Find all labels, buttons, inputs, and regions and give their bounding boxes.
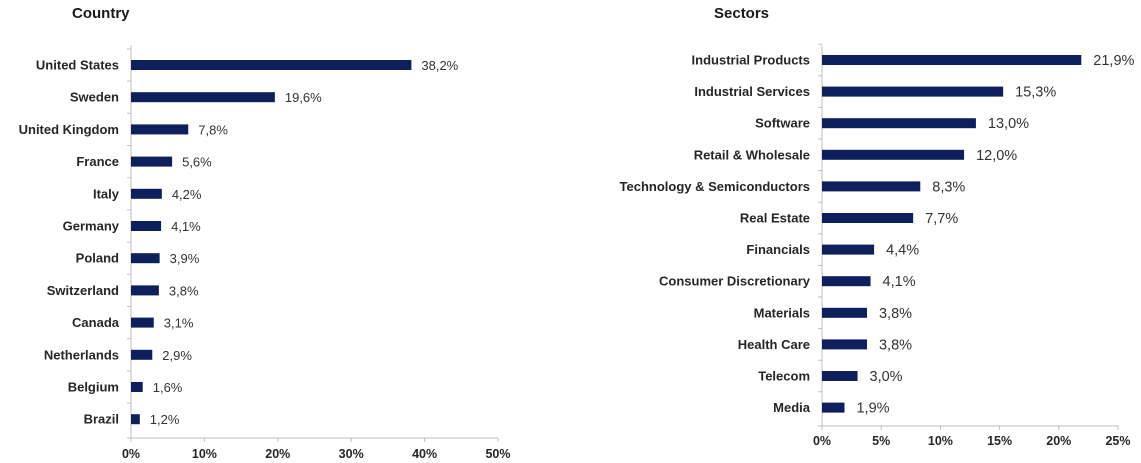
sector-value-label: 15,3% — [1015, 85, 1056, 101]
sector-bar — [822, 86, 1004, 97]
sector-value-label: 4,4% — [886, 243, 919, 259]
country-category-label: Belgium — [68, 380, 119, 395]
country-bar — [131, 124, 189, 135]
country-category-label: United Kingdom — [19, 122, 119, 137]
sectors-chart-title: Sectors — [714, 5, 769, 22]
country-value-label: 5,6% — [182, 155, 212, 170]
sector-category-label: Consumer Discretionary — [659, 274, 811, 289]
sector-category-label: Technology & Semiconductors — [620, 179, 810, 194]
sectors-chart: Sectors 0% 5% 10% 15% 20% 25% Industrial Produ… — [620, 5, 1135, 448]
country-bar — [131, 349, 153, 360]
sector-category-label: Financials — [746, 242, 810, 257]
sector-bar — [822, 181, 921, 192]
country-category-label: Sweden — [70, 90, 119, 105]
country-value-label: 3,9% — [170, 251, 200, 266]
country-bar — [131, 317, 154, 328]
country-x-tick-label: 0% — [122, 447, 140, 461]
country-bar — [131, 285, 159, 296]
sector-bar — [822, 149, 965, 160]
sector-category-label: Media — [773, 400, 811, 415]
sector-value-label: 3,0% — [870, 369, 903, 385]
country-value-label: 4,1% — [171, 219, 201, 234]
sector-x-tick-label: 0% — [813, 434, 831, 448]
country-bar — [131, 253, 160, 264]
sector-bar — [822, 339, 867, 350]
country-value-label: 4,2% — [172, 187, 202, 202]
sector-bar — [822, 276, 871, 287]
sector-category-label: Software — [755, 116, 810, 131]
sector-value-label: 3,8% — [879, 337, 912, 353]
sector-value-label: 12,0% — [976, 148, 1017, 164]
sector-x-tick-label: 5% — [872, 434, 890, 448]
sector-value-label: 13,0% — [988, 116, 1029, 132]
country-category-label: Canada — [72, 315, 120, 330]
country-x-tick-label: 10% — [192, 447, 217, 461]
country-bar — [131, 382, 143, 392]
sector-value-label: 4,1% — [883, 274, 916, 290]
sector-category-label: Health Care — [738, 337, 810, 352]
sector-category-label: Retail & Wholesale — [694, 147, 810, 162]
country-value-label: 19,6% — [285, 90, 322, 105]
sector-value-label: 1,9% — [856, 401, 889, 417]
country-category-label: Brazil — [84, 412, 119, 427]
country-category-label: France — [76, 154, 119, 169]
sector-value-label: 7,7% — [925, 211, 958, 227]
sector-x-tick-label: 15% — [987, 434, 1012, 448]
sector-x-tick-label: 10% — [928, 434, 953, 448]
country-x-tick-label: 40% — [412, 447, 437, 461]
country-category-label: Netherlands — [44, 347, 119, 362]
country-value-label: 3,1% — [164, 316, 194, 331]
country-value-label: 1,6% — [153, 380, 183, 395]
sector-category-label: Industrial Products — [692, 53, 810, 68]
sector-category-label: Telecom — [758, 369, 810, 384]
country-category-label: Switzerland — [47, 283, 119, 298]
country-category-label: Poland — [76, 251, 119, 266]
country-category-label: Italy — [93, 186, 120, 201]
sector-value-label: 21,9% — [1093, 53, 1134, 69]
sector-category-label: Materials — [754, 305, 810, 320]
country-x-tick-label: 20% — [265, 447, 290, 461]
country-bar — [131, 92, 275, 103]
sector-bar — [822, 55, 1082, 65]
country-bar — [131, 414, 140, 425]
country-chart-title: Country — [72, 5, 130, 22]
sector-category-label: Real Estate — [740, 211, 810, 226]
country-bar — [131, 188, 162, 199]
sector-x-tick-label: 25% — [1105, 434, 1130, 448]
sector-bar — [822, 213, 914, 223]
sector-x-tick-label: 20% — [1046, 434, 1071, 448]
sector-category-label: Industrial Services — [694, 84, 810, 99]
sector-bar — [822, 371, 858, 381]
sector-value-label: 3,8% — [879, 306, 912, 322]
country-value-label: 3,8% — [169, 283, 199, 298]
country-value-label: 2,9% — [162, 348, 192, 363]
country-bar — [131, 156, 173, 167]
country-category-label: Germany — [63, 219, 120, 234]
country-x-tick-label: 30% — [339, 447, 364, 461]
country-chart: Country 0% 10% 20% 30% 40% 50% United States 38… — [19, 5, 511, 461]
country-bar — [131, 221, 162, 231]
country-category-label: United States — [36, 58, 119, 73]
sector-bar — [822, 118, 976, 129]
country-value-label: 7,8% — [198, 122, 228, 137]
country-value-label: 1,2% — [150, 412, 180, 427]
sector-bar — [822, 244, 875, 255]
sector-bar — [822, 402, 845, 413]
country-bar — [131, 60, 412, 70]
country-value-label: 38,2% — [421, 58, 458, 73]
sector-value-label: 8,3% — [932, 179, 965, 195]
sector-bar — [822, 307, 867, 318]
country-x-tick-label: 50% — [485, 447, 510, 461]
